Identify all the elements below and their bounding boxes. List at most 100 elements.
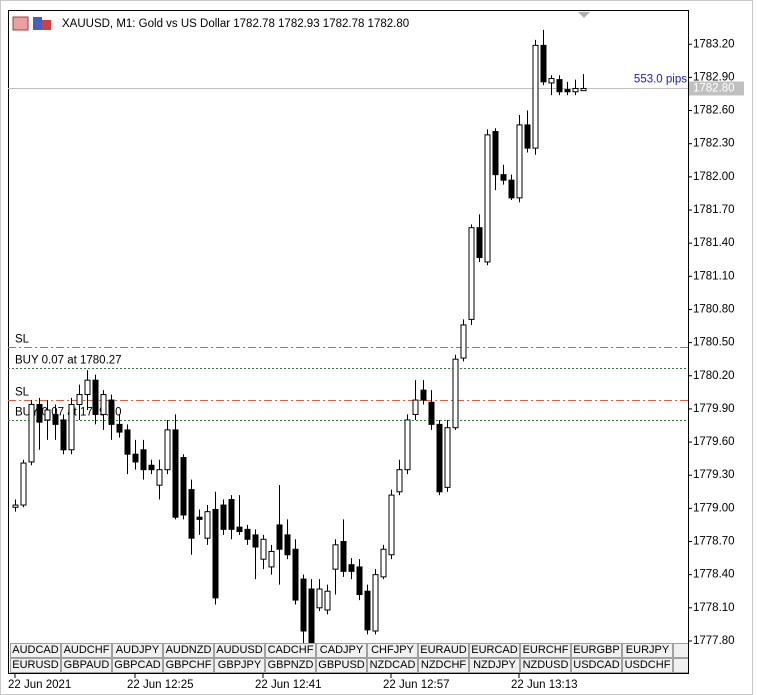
y-tick-label: 1778.40: [693, 569, 735, 581]
candle-body: [452, 358, 459, 429]
candle-body: [116, 423, 123, 433]
candle-body: [580, 87, 587, 92]
y-tick-label: 1779.60: [693, 436, 735, 448]
y-tick-label: 1781.70: [693, 204, 735, 216]
candle-body: [28, 403, 35, 463]
candle-body: [36, 403, 43, 423]
candle-body: [148, 464, 155, 471]
icon: [12, 16, 29, 31]
symbol-button[interactable]: EURAUD: [418, 643, 469, 658]
candle-body: [468, 227, 475, 320]
y-tick-label: 1782.90: [693, 71, 735, 83]
candle-body: [348, 564, 355, 572]
candle-body: [196, 516, 203, 520]
candle-body: [532, 44, 539, 149]
candle-body: [524, 124, 531, 149]
candle-body: [500, 174, 507, 181]
candle-body: [564, 89, 571, 93]
candle-body: [260, 538, 267, 560]
candle-body: [412, 399, 419, 415]
symbol-button[interactable]: EU: [673, 643, 688, 658]
symbol-button[interactable]: GBPCHF: [163, 658, 214, 673]
candle-body: [444, 427, 451, 488]
x-tick-label: 22 Jun 2021: [8, 679, 71, 691]
candle-body: [556, 79, 563, 93]
candle-body: [340, 541, 347, 572]
shift-marker: [578, 12, 590, 18]
x-tick-label: 22 Jun 12:25: [127, 679, 194, 691]
symbol-button[interactable]: U: [673, 658, 688, 673]
symbol-button[interactable]: GBPJPY: [214, 658, 265, 673]
candle-body: [460, 324, 467, 359]
symbol-button[interactable]: AUDJPY: [112, 643, 163, 658]
symbol-button[interactable]: USDCAD: [571, 658, 622, 673]
candle-body: [236, 526, 243, 533]
candle-body: [100, 394, 107, 415]
candle-body: [12, 504, 19, 508]
candle-body: [284, 534, 291, 556]
symbol-button[interactable]: GBPAUD: [61, 658, 112, 673]
y-tick-label: 1778.10: [693, 602, 735, 614]
y-tick-label: 1780.80: [693, 303, 735, 315]
symbol-button[interactable]: NZDUSD: [520, 658, 571, 673]
y-tick-label: 1778.70: [693, 536, 735, 548]
x-tick-label: 22 Jun 13:13: [511, 679, 578, 691]
order-label: SL: [15, 334, 30, 346]
symbol-button[interactable]: GBPNZD: [265, 658, 316, 673]
symbol-button[interactable]: CADJPY: [316, 643, 367, 658]
candle-body: [332, 544, 339, 570]
symbol-button[interactable]: CHFJPY: [367, 643, 418, 658]
symbol-button[interactable]: NZDCHF: [418, 658, 469, 673]
symbol-button[interactable]: AUDCHF: [61, 643, 112, 658]
candle-body: [292, 548, 299, 601]
symbol-button[interactable]: NZDCAD: [367, 658, 418, 673]
candle-body: [508, 179, 515, 199]
candle-body: [324, 590, 331, 611]
candle-body: [108, 399, 115, 425]
candle-body: [44, 409, 51, 421]
y-tick-label: 1777.80: [693, 635, 735, 647]
y-tick-label: 1780.50: [693, 337, 735, 349]
order-label: BUY 0.07 at 1780.27: [15, 355, 122, 367]
symbol-button[interactable]: AUDNZD: [163, 643, 214, 658]
symbol-button[interactable]: GBPCAD: [112, 658, 163, 673]
symbol-button[interactable]: EURCHF: [520, 643, 571, 658]
candle-body: [404, 419, 411, 471]
symbol-button[interactable]: NZDJPY: [469, 658, 520, 673]
symbol-button[interactable]: GBPUSD: [316, 658, 367, 673]
y-tick-label: 1779.00: [693, 502, 735, 514]
candle-body: [68, 403, 75, 451]
symbol-button[interactable]: EURJPY: [622, 643, 673, 658]
symbol-button[interactable]: AUDCAD: [10, 643, 61, 658]
candle-body: [316, 588, 323, 609]
symbol-button[interactable]: AUDUSD: [214, 643, 265, 658]
symbol-button[interactable]: USDCHF: [622, 658, 673, 673]
symbol-button[interactable]: EURCAD: [469, 643, 520, 658]
y-tick-label: 1779.90: [693, 403, 735, 415]
candle-body: [420, 389, 427, 401]
symbol-button[interactable]: EURUSD: [10, 658, 61, 673]
symbol-button[interactable]: CADCHF: [265, 643, 316, 658]
candle-body: [132, 453, 139, 463]
chart-title: XAUUSD, M1: Gold vs US Dollar 1782.78 17…: [62, 18, 409, 30]
candle-body: [60, 419, 67, 451]
candle-body: [204, 511, 211, 539]
order-label: SL: [15, 387, 30, 399]
x-tick-label: 22 Jun 12:57: [383, 679, 450, 691]
candle-body: [244, 528, 251, 540]
candle-body: [308, 588, 315, 645]
candle-body: [124, 429, 131, 455]
symbol-button[interactable]: EURGBP: [571, 643, 622, 658]
candle-body: [252, 534, 259, 548]
candle-body: [484, 134, 491, 263]
candle-body: [188, 489, 195, 539]
y-tick-label: 1783.20: [693, 38, 735, 50]
candle-body: [492, 131, 499, 176]
candle-body: [268, 550, 275, 568]
x-tick-label: 22 Jun 12:41: [255, 679, 322, 691]
candle-body: [356, 566, 363, 596]
candle-body: [572, 87, 579, 93]
y-tick-label: 1780.20: [693, 370, 735, 382]
candle-body: [380, 548, 387, 578]
